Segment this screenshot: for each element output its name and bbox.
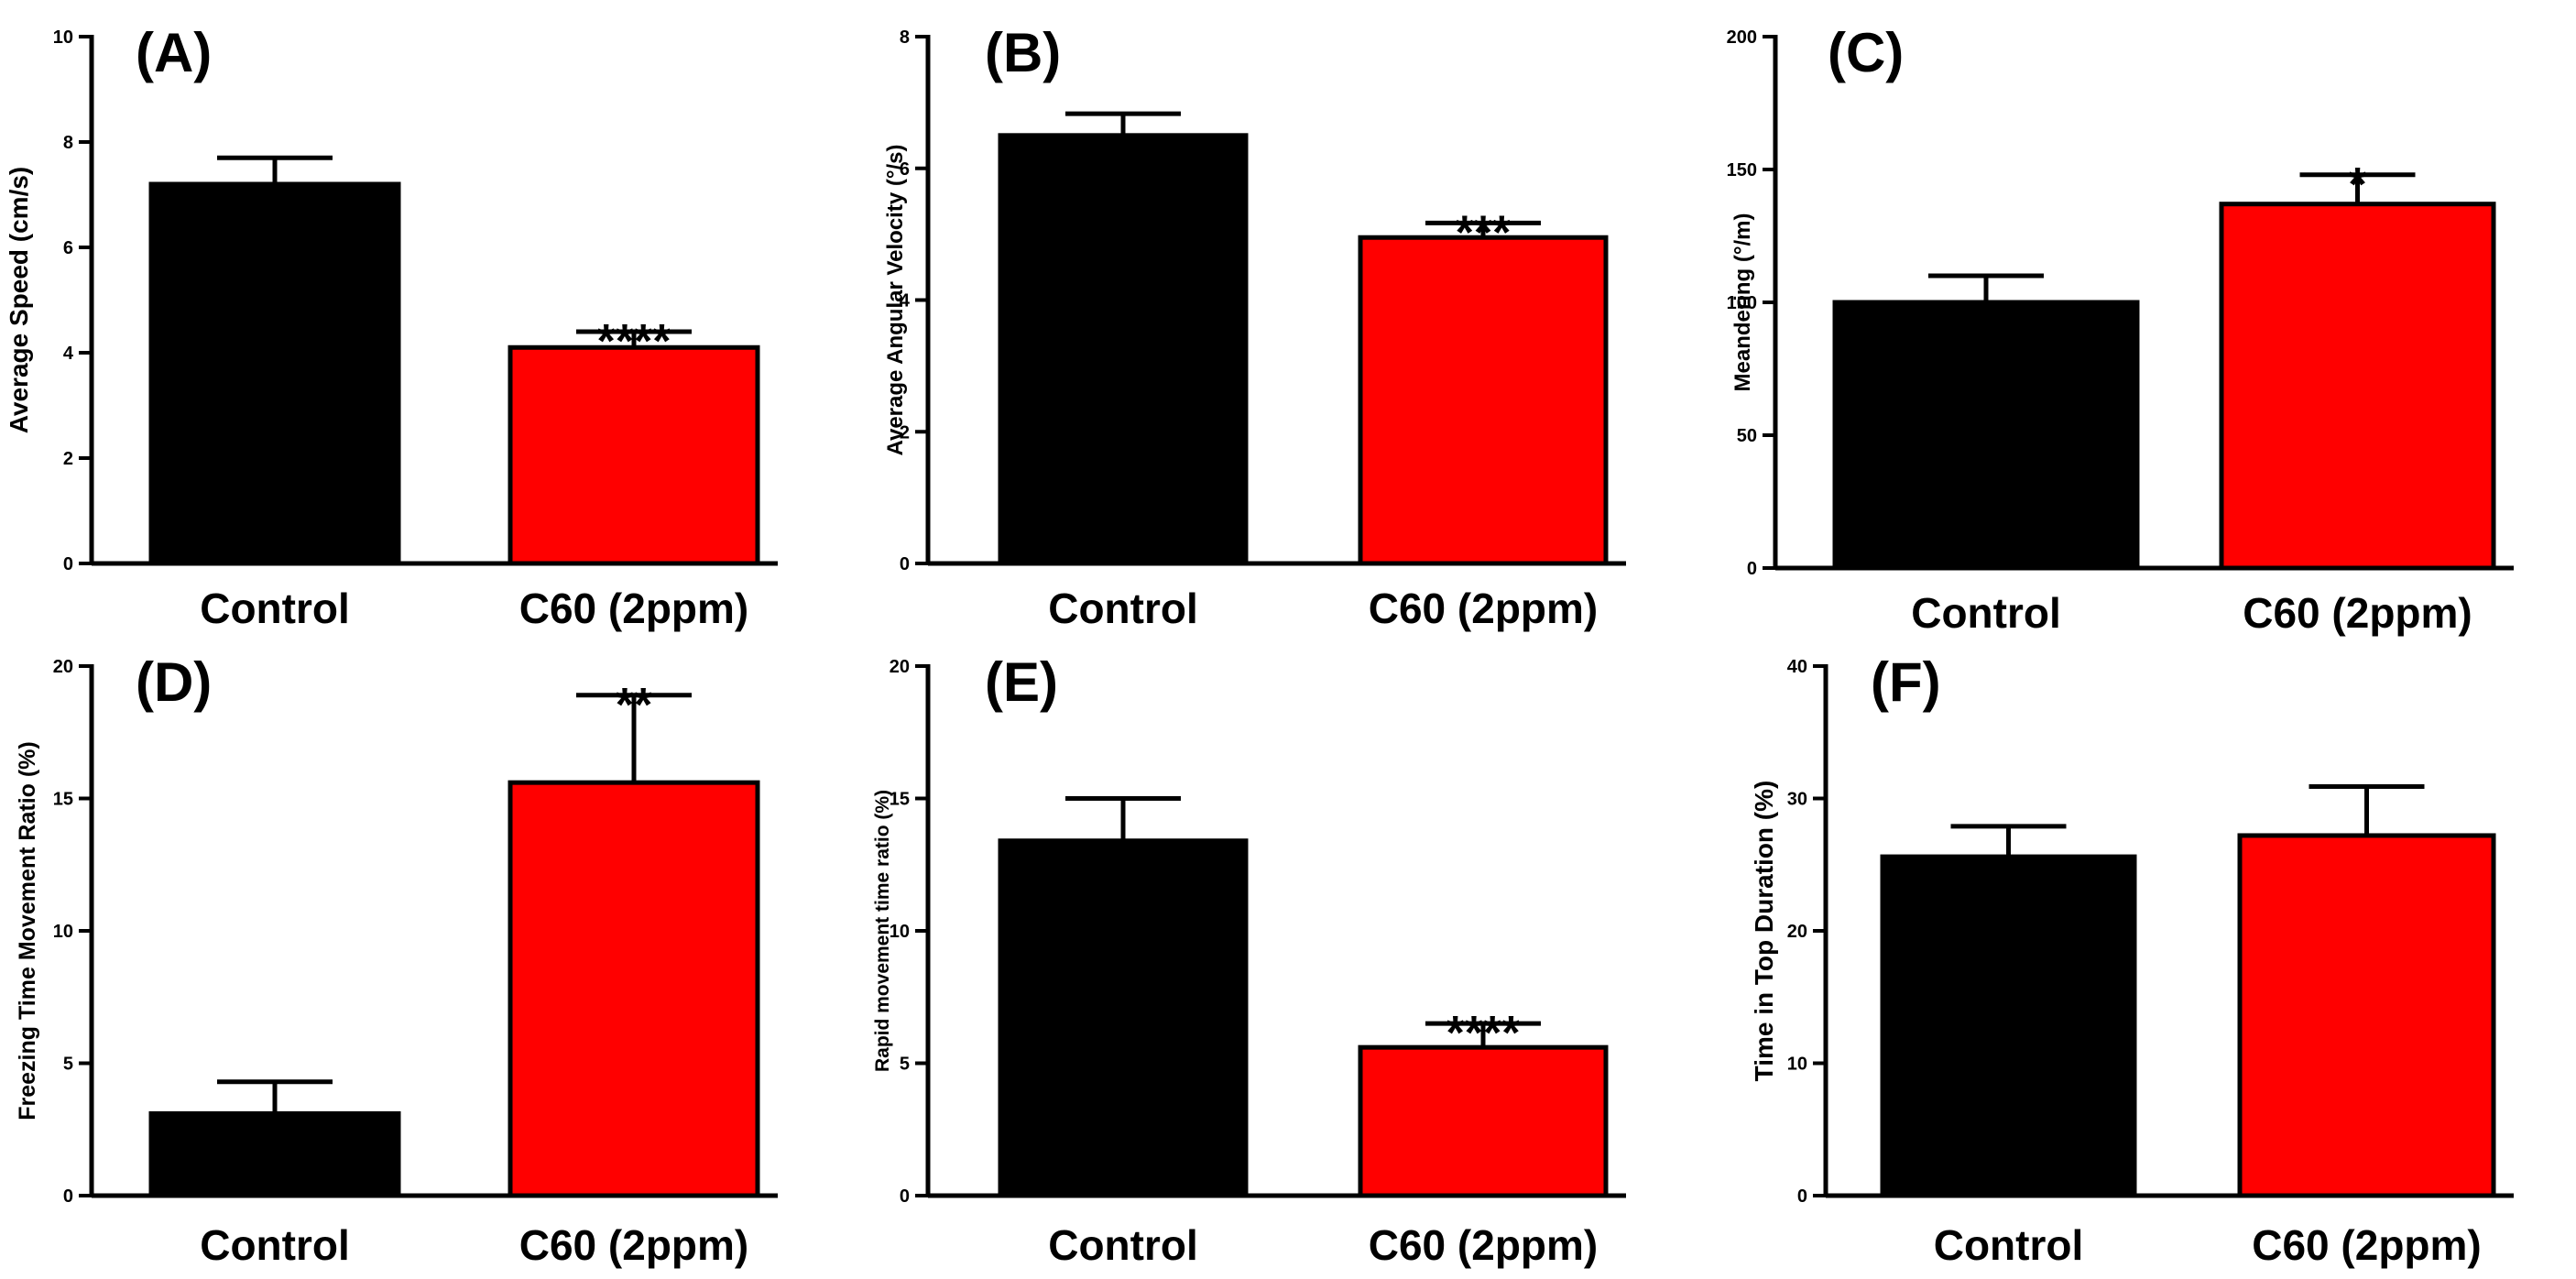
panel-f-category-label-1: C60 (2ppm) <box>2252 1221 2481 1269</box>
panel-f-bar-1 <box>2237 833 2496 1198</box>
panel-e-category-label-0: Control <box>1048 1221 1198 1269</box>
panel-a-bar-0 <box>148 181 401 566</box>
panel-c-ytick-label-2: 100 <box>1727 293 1757 313</box>
panel-c-y-axis-title: Meandering (°/m) <box>1730 213 1755 392</box>
panel-a-ytick-label-2: 4 <box>63 344 74 364</box>
panel-a-ytick-label-1: 2 <box>63 449 73 469</box>
panel-b-y-axis-title: Average Angular Velocity (°/s) <box>883 145 908 456</box>
panel-c-ytick-label-3: 150 <box>1727 160 1757 180</box>
panel-c-bar-1 <box>2219 202 2496 571</box>
panel-e-category-label-1: C60 (2ppm) <box>1369 1221 1598 1269</box>
panel-d-category-label-1: C60 (2ppm) <box>519 1221 748 1269</box>
panel-b-ytick-label-2: 4 <box>900 291 911 312</box>
panel-c-ytick-label-0: 0 <box>1747 559 1757 579</box>
panel-b-ytick-label-1: 2 <box>900 422 910 443</box>
panel-b-letter: (B) <box>985 22 1061 83</box>
panel-e-bar-1 <box>1358 1044 1609 1198</box>
panel-f-ytick-label-4: 40 <box>1787 657 1807 677</box>
panel-e-ytick-label-3: 15 <box>890 790 910 810</box>
panel-a-significance-1: **** <box>597 315 672 368</box>
panel-f-ytick-label-1: 10 <box>1787 1055 1807 1075</box>
panel-b-ytick-label-3: 6 <box>900 159 910 180</box>
panel-e-ytick-label-1: 5 <box>900 1055 910 1075</box>
panel-d-bar-0 <box>148 1110 401 1198</box>
panel-c-ytick-label-4: 200 <box>1727 27 1757 48</box>
panel-c-bar-0 <box>1832 300 2140 571</box>
panel-e-letter: (E) <box>985 651 1058 713</box>
panel-a-ytick-label-5: 10 <box>53 27 73 48</box>
panel-a-ytick-label-3: 6 <box>63 238 73 258</box>
panel-d-letter: (D) <box>136 651 212 713</box>
panel-d-significance-1: ** <box>616 679 653 732</box>
panel-c-category-label-0: Control <box>1911 589 2061 637</box>
panel-e-ytick-label-2: 10 <box>890 922 910 942</box>
panel-a-category-label-0: Control <box>200 585 350 632</box>
panel-d-ytick-label-0: 0 <box>63 1186 73 1207</box>
panel-b-ytick-label-4: 8 <box>900 27 910 48</box>
panel-c-ytick-label-1: 50 <box>1737 426 1757 446</box>
panel-a-category-label-1: C60 (2ppm) <box>519 585 748 632</box>
panel-a-ytick-label-0: 0 <box>63 554 73 574</box>
panel-f-category-label-0: Control <box>1934 1221 2084 1269</box>
panel-a-letter: (A) <box>136 22 212 83</box>
panel-b-category-label-0: Control <box>1048 585 1198 632</box>
panel-f-ytick-label-0: 0 <box>1797 1186 1807 1207</box>
panel-e-ytick-label-0: 0 <box>900 1186 910 1207</box>
panel-e-ytick-label-4: 20 <box>890 657 910 677</box>
panel-b-significance-1: *** <box>1456 206 1512 259</box>
panel-b-ytick-label-0: 0 <box>900 554 910 574</box>
panel-a-bar-1 <box>508 344 760 566</box>
panel-b-bar-0 <box>998 133 1249 566</box>
panel-c-significance-1: * <box>2348 159 2367 212</box>
panel-d-category-label-0: Control <box>200 1221 350 1269</box>
panel-c-letter: (C) <box>1828 22 1904 83</box>
panel-d-ytick-label-4: 20 <box>53 657 73 677</box>
panel-a-y-axis-title: Average Speed (cm/s) <box>5 167 33 434</box>
panel-e-bar-0 <box>998 838 1249 1198</box>
panel-b-bar-1 <box>1358 235 1609 566</box>
panel-f-letter: (F) <box>1871 651 1941 713</box>
panel-d-ytick-label-1: 5 <box>63 1055 73 1075</box>
panel-f-ytick-label-3: 30 <box>1787 790 1807 810</box>
panel-f-ytick-label-2: 20 <box>1787 922 1807 942</box>
panel-d-bar-1 <box>508 780 760 1198</box>
panel-a-ytick-label-4: 8 <box>63 133 73 153</box>
panel-c-category-label-1: C60 (2ppm) <box>2243 589 2472 637</box>
panel-d-ytick-label-3: 15 <box>53 790 73 810</box>
panel-f-bar-0 <box>1880 854 2137 1198</box>
panel-d-y-axis-title: Freezing Time Movement Ratio (%) <box>15 741 40 1120</box>
panel-b-category-label-1: C60 (2ppm) <box>1369 585 1598 632</box>
panel-e-significance-1: **** <box>1446 1007 1522 1060</box>
panel-e-y-axis-title: Rapid movement time ratio (%) <box>872 790 893 1072</box>
panel-d-ytick-label-2: 10 <box>53 922 73 942</box>
panel-f-y-axis-title: Time in Top Duration (%) <box>1750 781 1778 1082</box>
